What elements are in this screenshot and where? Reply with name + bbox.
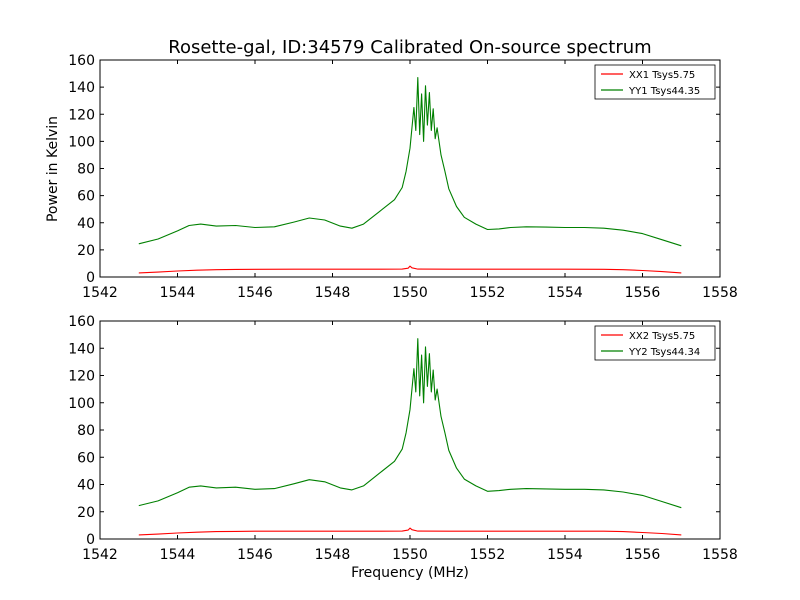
y-tick-label: 40 — [77, 216, 95, 232]
y-tick-label: 100 — [68, 134, 95, 150]
y-tick-label: 120 — [68, 369, 95, 385]
x-tick-label: 1542 — [82, 547, 118, 563]
x-tick-label: 1544 — [160, 285, 196, 301]
x-axis-label: Frequency (MHz) — [351, 565, 469, 581]
y-tick-label: 100 — [68, 396, 95, 412]
y-tick-label: 20 — [77, 243, 95, 259]
y-axis-label: Power in Kelvin — [45, 116, 61, 222]
y-tick-label: 160 — [68, 314, 95, 330]
y-tick-label: 60 — [77, 450, 95, 466]
x-tick-label: 1546 — [237, 547, 273, 563]
legend-label: YY1 Tsys44.35 — [628, 86, 700, 97]
x-tick-label: 1548 — [315, 285, 351, 301]
legend-label: XX1 Tsys5.75 — [629, 70, 695, 81]
series-line — [138, 527, 682, 536]
x-tick-label: 1542 — [82, 285, 118, 301]
series-line — [138, 265, 682, 274]
x-tick-label: 1546 — [237, 285, 273, 301]
y-tick-label: 80 — [77, 423, 95, 439]
x-tick-label: 1550 — [392, 285, 428, 301]
x-tick-label: 1558 — [702, 547, 738, 563]
legend-label: YY2 Tsys44.34 — [628, 347, 700, 358]
x-tick-label: 1554 — [547, 547, 583, 563]
y-tick-label: 40 — [77, 478, 95, 494]
x-tick-label: 1556 — [625, 285, 661, 301]
series-line — [138, 338, 682, 509]
x-tick-label: 1544 — [160, 547, 196, 563]
y-tick-label: 60 — [77, 189, 95, 205]
y-tick-label: 0 — [86, 270, 95, 286]
x-tick-label: 1556 — [625, 547, 661, 563]
y-tick-label: 140 — [68, 80, 95, 96]
y-tick-label: 120 — [68, 107, 95, 123]
legend-label: XX2 Tsys5.75 — [629, 331, 695, 342]
legend-box — [594, 64, 716, 100]
legend-box — [594, 325, 716, 361]
series-line — [138, 77, 682, 247]
y-tick-label: 160 — [68, 53, 95, 69]
x-tick-label: 1548 — [315, 547, 351, 563]
x-tick-label: 1554 — [547, 285, 583, 301]
y-tick-label: 20 — [77, 505, 95, 521]
y-tick-label: 80 — [77, 162, 95, 178]
y-tick-label: 140 — [68, 341, 95, 357]
bottom-panel: 1542 1544 1546 1548 1550 1552 1554 1556 1558 0 20 4… — [68, 314, 738, 563]
chart-title: Rosette-gal, ID:34579 Calibrated On-sour… — [168, 37, 651, 58]
y-tick-label: 0 — [86, 532, 95, 548]
x-tick-label: 1558 — [702, 285, 738, 301]
x-tick-label: 1552 — [470, 285, 506, 301]
x-tick-label: 1550 — [392, 547, 428, 563]
x-tick-label: 1552 — [470, 547, 506, 563]
top-panel: 1542 1544 1546 1548 1550 1552 1554 1556 1558 0 20 4… — [68, 53, 738, 301]
